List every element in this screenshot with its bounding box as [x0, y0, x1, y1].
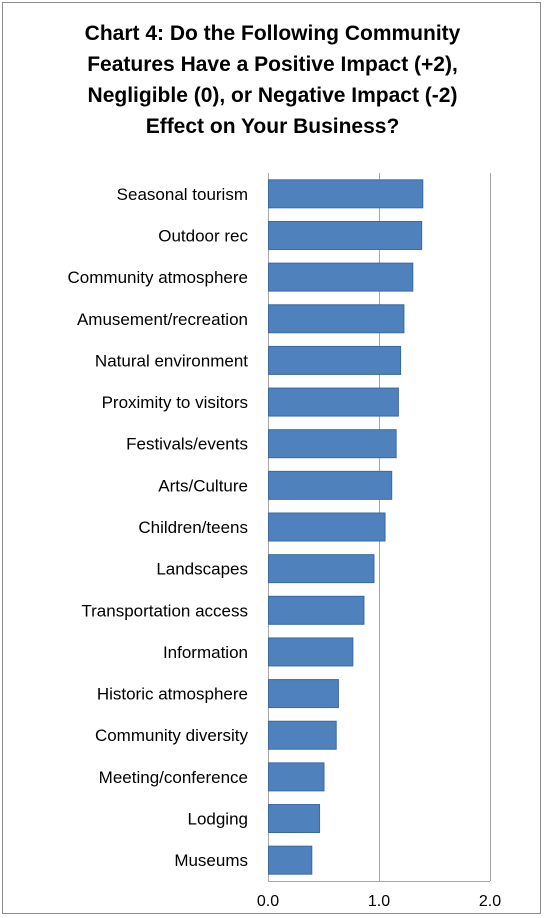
bar — [268, 429, 397, 459]
bar — [268, 512, 386, 542]
category-label: Museums — [174, 851, 248, 870]
bar — [268, 220, 423, 250]
bar — [268, 679, 339, 709]
category-label: Meeting/conference — [99, 768, 248, 787]
bar — [268, 595, 365, 625]
category-label: Landscapes — [156, 560, 248, 579]
bar — [268, 387, 399, 417]
bar — [268, 262, 414, 292]
bar — [268, 304, 405, 334]
category-label: Community diversity — [95, 726, 249, 745]
bar — [268, 179, 424, 209]
bar — [268, 804, 321, 834]
category-label: Amusement/recreation — [77, 310, 248, 329]
bar — [268, 470, 393, 500]
chart-title-line: Chart 4: Do the Following Community — [84, 22, 461, 45]
category-label: Festivals/events — [126, 435, 248, 454]
bar — [268, 637, 354, 667]
x-tick-label: 1.0 — [368, 893, 390, 910]
category-label: Information — [163, 643, 248, 662]
category-label: Children/teens — [138, 518, 248, 537]
category-label: Natural environment — [95, 351, 248, 370]
bar — [268, 845, 313, 875]
bar — [268, 762, 325, 792]
category-label: Proximity to visitors — [102, 393, 248, 412]
category-label: Lodging — [187, 810, 248, 829]
chart-title-line: Negligible (0), or Negative Impact (-2) — [87, 84, 458, 107]
category-label: Arts/Culture — [158, 476, 248, 495]
bar — [268, 720, 337, 750]
chart-title-line: Effect on Your Business? — [145, 115, 400, 138]
category-label: Outdoor rec — [158, 226, 248, 245]
bar — [268, 345, 402, 375]
category-label: Seasonal tourism — [117, 185, 248, 204]
category-label: Historic atmosphere — [97, 685, 248, 704]
x-tick-label: 0.0 — [257, 893, 279, 910]
bar — [268, 554, 375, 584]
chart-title: Chart 4: Do the Following Community Feat… — [0, 18, 545, 142]
x-tick-label: 2.0 — [479, 893, 501, 910]
chart-title-line: Features Have a Positive Impact (+2), — [87, 53, 458, 76]
category-label: Community atmosphere — [68, 268, 248, 287]
category-label: Transportation access — [81, 601, 248, 620]
